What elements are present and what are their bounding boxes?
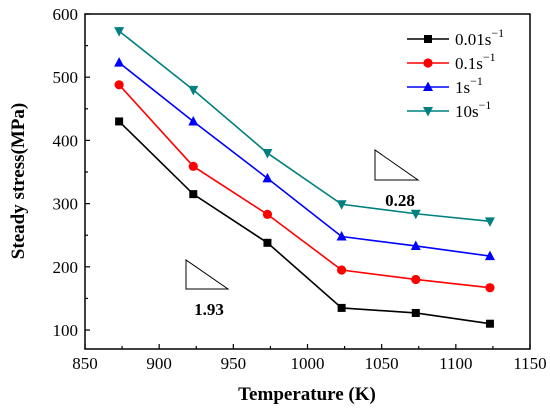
legend-marker <box>423 81 433 91</box>
y-tick-label: 100 <box>53 321 79 340</box>
data-point <box>337 303 346 312</box>
data-point <box>337 265 347 275</box>
data-point <box>188 161 198 171</box>
y-tick-label: 200 <box>53 258 79 277</box>
legend-item: 0.01s−1 <box>407 26 504 49</box>
data-point <box>262 172 273 183</box>
slope-annotation-lower: 1.93 <box>185 259 230 319</box>
data-point <box>263 238 272 247</box>
x-tick-label: 1000 <box>291 354 325 373</box>
data-point <box>262 149 273 159</box>
series-line <box>118 30 491 223</box>
data-point <box>485 283 495 293</box>
data-point <box>114 27 125 37</box>
legend-label: 10s−1 <box>455 98 491 121</box>
data-point <box>336 200 347 210</box>
data-point <box>411 308 420 317</box>
data-point <box>484 217 495 227</box>
data-point <box>484 250 495 261</box>
legend-marker <box>423 107 433 117</box>
data-point <box>336 230 347 241</box>
legend-marker <box>424 35 432 43</box>
x-tick-label: 1050 <box>365 354 399 373</box>
y-axis-title: Steady stress(MPa) <box>8 103 29 259</box>
legend-marker <box>423 58 433 68</box>
x-tick-label: 1150 <box>513 354 546 373</box>
data-point <box>114 57 125 67</box>
data-point <box>410 240 421 250</box>
data-point <box>188 115 199 126</box>
x-tick-label: 1100 <box>439 354 472 373</box>
x-tick-label: 900 <box>146 354 172 373</box>
series-line <box>118 120 491 325</box>
data-point <box>485 319 494 328</box>
series-0 <box>115 117 494 328</box>
slope-triangle-upper <box>374 149 420 181</box>
series-line <box>118 84 491 289</box>
series-3 <box>114 27 495 227</box>
legend-label: 0.1s−1 <box>455 50 496 73</box>
series-1 <box>114 80 495 293</box>
slope-label-lower: 1.93 <box>194 300 224 319</box>
slope-annotation-upper: 0.28 <box>374 149 420 210</box>
data-point <box>410 209 421 220</box>
series-2 <box>114 57 495 261</box>
data-point <box>114 80 124 90</box>
data-point <box>189 190 198 199</box>
slope-label-upper: 0.28 <box>385 191 415 210</box>
data-point <box>411 274 421 285</box>
series-layer <box>114 27 495 328</box>
y-tick-label: 600 <box>53 5 79 24</box>
axis-ticks: 850 900 950 1000 1050 1100 1150 100 200 300 400 500… <box>53 5 547 373</box>
legend-item: 1s−1 <box>407 74 483 97</box>
data-point <box>262 209 273 219</box>
x-axis-title: Temperature (K) <box>238 384 376 405</box>
legend-item: 0.1s−1 <box>407 50 496 73</box>
y-tick-label: 300 <box>53 195 79 214</box>
legend-item: 10s−1 <box>407 98 491 121</box>
y-tick-label: 400 <box>53 131 79 150</box>
x-tick-label: 850 <box>72 354 98 373</box>
x-tick-label: 950 <box>221 354 247 373</box>
data-point <box>188 85 199 96</box>
data-point <box>115 117 124 126</box>
y-tick-label: 500 <box>53 68 79 87</box>
slope-triangle-lower <box>185 259 230 290</box>
legend-label: 0.01s−1 <box>455 26 504 49</box>
series-line <box>118 62 491 257</box>
legend-label: 1s−1 <box>455 74 483 97</box>
